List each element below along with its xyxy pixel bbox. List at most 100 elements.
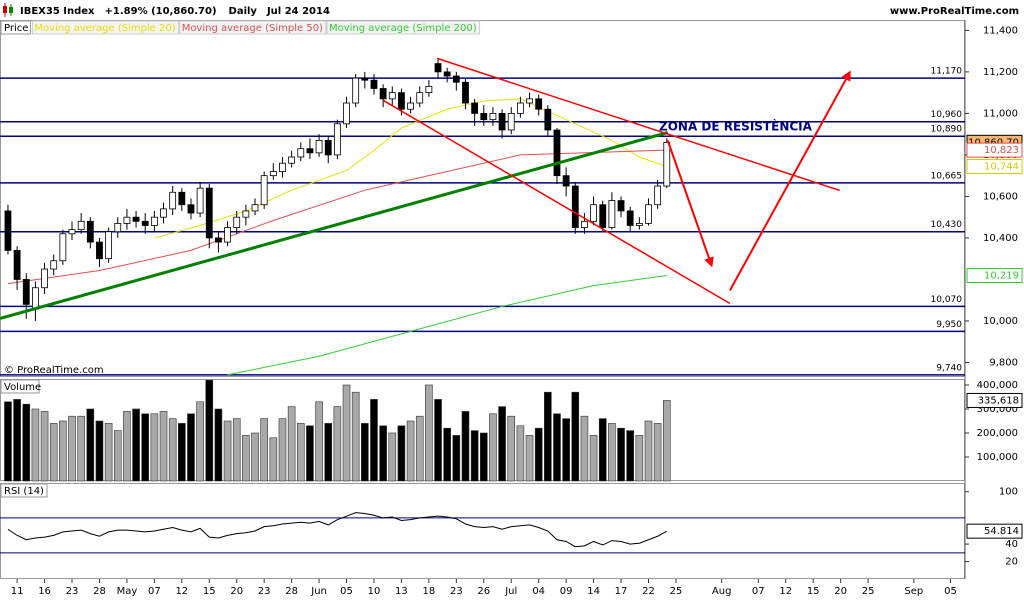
volume-bar bbox=[49, 423, 58, 482]
arrow bbox=[729, 70, 851, 291]
volume-bar bbox=[31, 408, 40, 482]
level-label: 10,890 bbox=[931, 125, 963, 135]
y-tick-label: 400,000 bbox=[977, 380, 1018, 391]
volume-bar bbox=[296, 423, 305, 482]
candle-body bbox=[407, 102, 414, 110]
candle-body bbox=[50, 260, 58, 270]
x-tick-label: 12 bbox=[779, 586, 792, 597]
volume-bar bbox=[534, 427, 543, 482]
level-label: 10,960 bbox=[931, 110, 963, 120]
x-tick-label: 05 bbox=[340, 586, 353, 597]
volume-bar bbox=[287, 406, 296, 482]
candle-body bbox=[471, 102, 479, 114]
y-tick-label: 10,600 bbox=[983, 191, 1018, 202]
candle-body bbox=[178, 191, 186, 206]
moving-average bbox=[227, 275, 667, 376]
candle-body bbox=[343, 102, 350, 125]
candle-body bbox=[32, 287, 39, 309]
volume-bar bbox=[333, 406, 342, 482]
candle-body bbox=[242, 210, 250, 218]
value-marker-label: 10,823 bbox=[984, 145, 1019, 156]
volume-bar bbox=[589, 435, 598, 482]
candle-body bbox=[489, 113, 497, 121]
candle-body bbox=[581, 220, 588, 228]
candle-body bbox=[59, 233, 67, 262]
candle-body bbox=[269, 171, 277, 177]
volume-bar bbox=[4, 401, 12, 482]
candle-body bbox=[425, 86, 433, 94]
x-tick-label: 07 bbox=[148, 586, 161, 597]
volume-bar bbox=[370, 399, 378, 482]
volume-bar bbox=[562, 418, 570, 482]
volume-bar bbox=[544, 391, 552, 482]
source: www.ProRealTime.com bbox=[890, 6, 1019, 17]
volume-bar bbox=[580, 415, 589, 482]
candle-body bbox=[169, 191, 177, 210]
candle-body bbox=[224, 227, 231, 243]
volume-bar bbox=[571, 391, 580, 482]
level-label: 9,950 bbox=[936, 320, 962, 330]
volume-bar bbox=[269, 437, 278, 482]
candle-body bbox=[516, 102, 524, 114]
candle-body bbox=[132, 216, 140, 222]
volume-bar bbox=[278, 418, 287, 482]
x-tick-label: 17 bbox=[615, 586, 628, 597]
value-marker-label: 10,219 bbox=[984, 271, 1019, 282]
volume-bar bbox=[498, 406, 506, 482]
value-marker-label: 10,744 bbox=[984, 162, 1019, 173]
x-tick-label: Jun bbox=[310, 586, 327, 597]
candle-body bbox=[41, 268, 48, 289]
x-tick-label: 16 bbox=[38, 586, 51, 597]
volume-bar bbox=[553, 413, 561, 482]
trend-line bbox=[0, 131, 669, 320]
value-marker bbox=[966, 159, 1023, 175]
y-tick-label: 100 bbox=[999, 487, 1018, 498]
level-label: 10,430 bbox=[931, 220, 963, 230]
candle-body bbox=[645, 204, 652, 224]
candle-body bbox=[260, 175, 268, 206]
arrow bbox=[666, 140, 714, 268]
trend-line bbox=[382, 99, 731, 305]
x-tick-label: 04 bbox=[532, 586, 545, 597]
value-marker-label: 54.814 bbox=[984, 526, 1019, 537]
x-tick-label: 13 bbox=[395, 586, 408, 597]
volume-bar bbox=[260, 418, 268, 482]
volume-bar bbox=[13, 399, 21, 482]
candle-body bbox=[205, 187, 213, 239]
header-icon bbox=[3, 3, 13, 17]
candle-body bbox=[663, 142, 671, 187]
volume-bar bbox=[452, 435, 461, 482]
candle-body bbox=[251, 204, 259, 212]
candle-body bbox=[315, 139, 323, 154]
volume-bar bbox=[489, 413, 497, 482]
volume-bar bbox=[150, 413, 159, 482]
level-label: 11,170 bbox=[931, 67, 963, 77]
volume-bar bbox=[443, 427, 451, 482]
x-tick-label: 23 bbox=[258, 586, 271, 597]
candle-body bbox=[462, 81, 469, 104]
volume-bar bbox=[461, 411, 470, 482]
date: Jul 24 2014 bbox=[266, 6, 330, 17]
x-tick-label: Sep bbox=[904, 586, 923, 597]
volume-bar bbox=[40, 411, 49, 482]
volume-bar bbox=[251, 432, 259, 482]
candle-body bbox=[635, 223, 643, 226]
level-label: 10,070 bbox=[931, 295, 963, 305]
volume-bar bbox=[159, 411, 168, 482]
candle-body bbox=[608, 200, 616, 228]
y-tick-label: 11,400 bbox=[983, 25, 1018, 36]
x-tick-label: 15 bbox=[807, 586, 820, 597]
value-marker bbox=[966, 392, 1023, 408]
volume-bar bbox=[168, 418, 177, 482]
x-tick-label: Jul bbox=[504, 586, 517, 597]
volume-bar bbox=[470, 430, 479, 482]
volume-bar bbox=[196, 401, 204, 482]
volume-bar bbox=[388, 432, 397, 482]
candle-body bbox=[105, 231, 113, 260]
x-tick-label: 10 bbox=[368, 586, 381, 597]
candle-body bbox=[388, 92, 396, 100]
candle-body bbox=[434, 63, 442, 73]
header: IBEX35 Index +1.89% (10,860.70) Daily Jul 2… bbox=[20, 6, 330, 17]
